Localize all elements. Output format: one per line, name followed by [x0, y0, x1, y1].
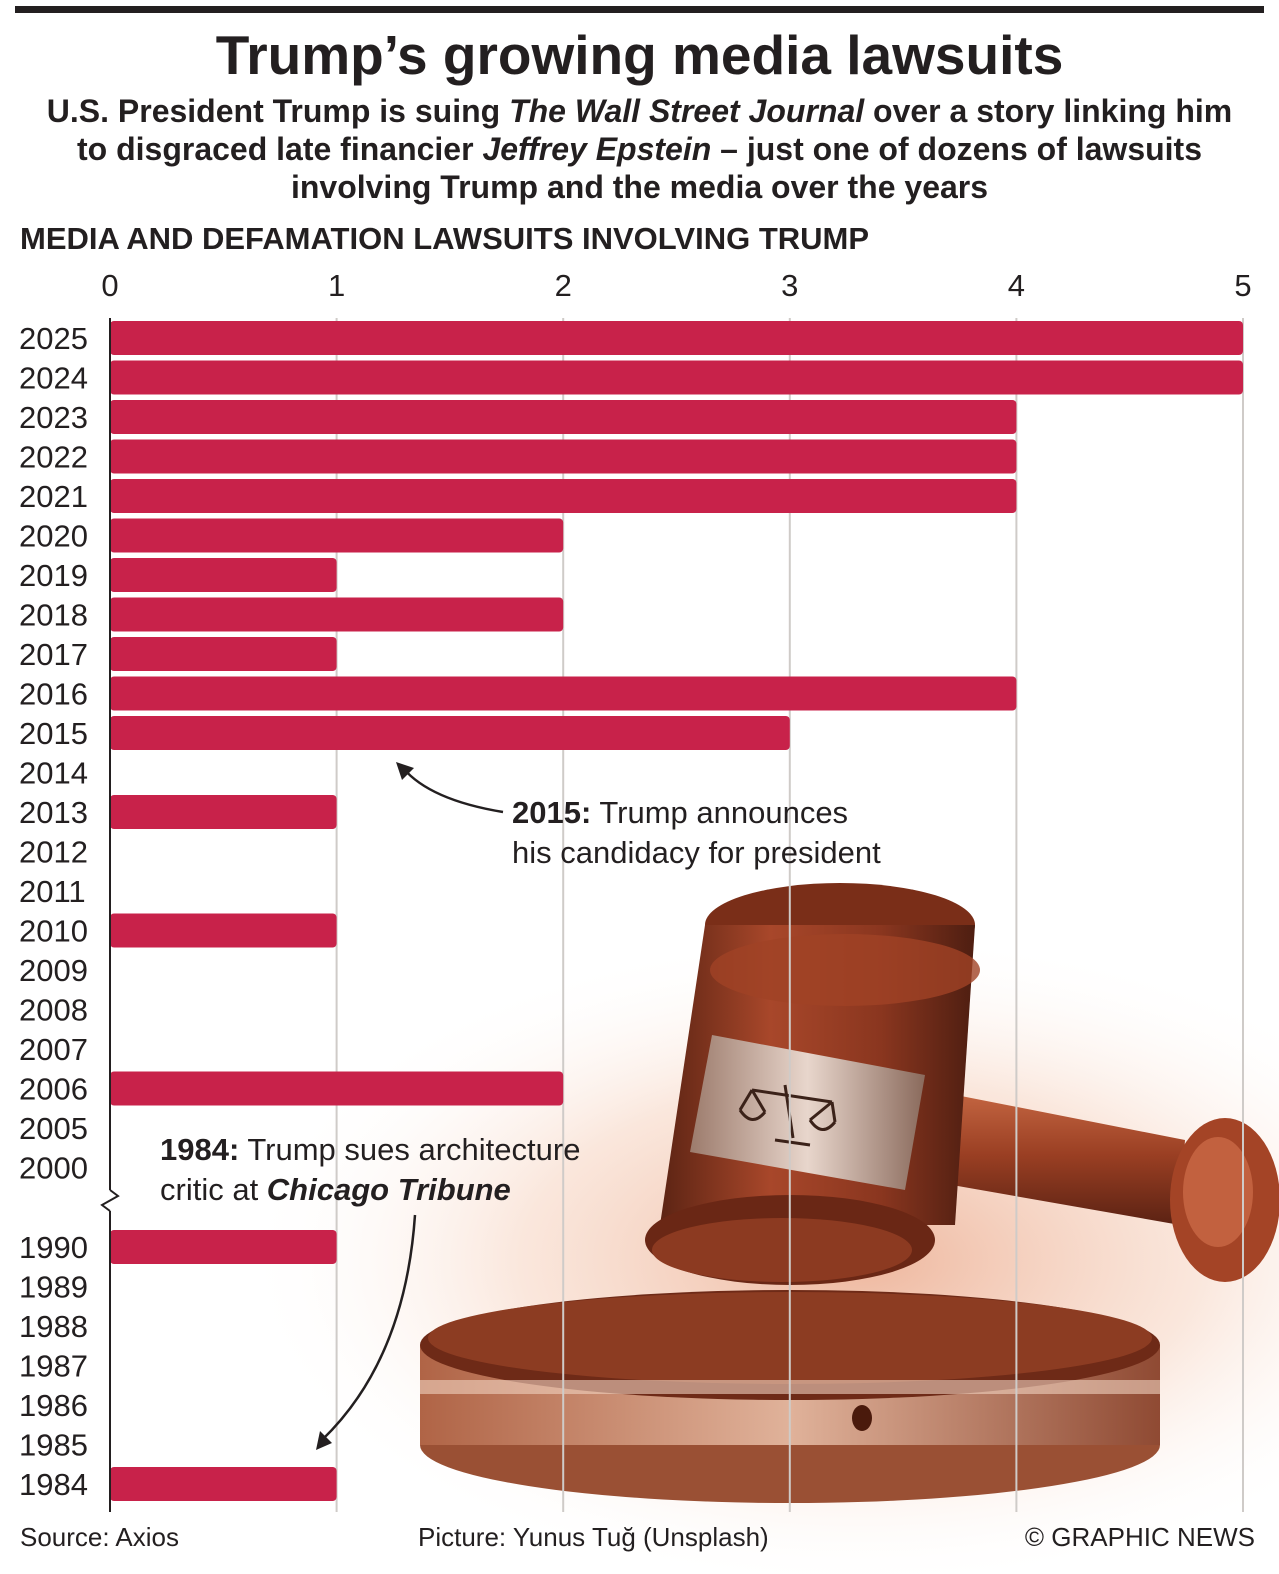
bar-2025	[110, 321, 1243, 355]
y-tick-label: 2011	[19, 874, 86, 909]
annotation-1984: 1984: Trump sues architecture critic at …	[160, 1132, 580, 1450]
bar-2020	[110, 518, 564, 553]
subtitle-text-1: U.S. President Trump is suing	[46, 93, 510, 129]
annotation-2015-line2: his candidacy for president	[512, 835, 881, 870]
bars	[110, 321, 1243, 1501]
y-tick-label: 2010	[19, 914, 88, 949]
y-tick-label: 2008	[19, 993, 88, 1028]
y-tick-label: 2009	[19, 953, 88, 988]
x-tick-label: 2	[555, 268, 572, 303]
x-tick-label: 5	[1234, 268, 1251, 303]
y-tick-label: 1984	[19, 1467, 88, 1502]
bar-2006	[110, 1071, 564, 1106]
bar-1984	[110, 1467, 337, 1501]
bar-2017	[110, 637, 337, 671]
bar-2013	[110, 795, 337, 829]
source-note: Source: Axios	[20, 1522, 179, 1552]
y-tick-label: 2020	[19, 519, 88, 554]
y-tick-label: 2023	[19, 400, 88, 435]
y-tick-label: 2012	[19, 835, 88, 870]
y-tick-label: 1986	[19, 1388, 88, 1423]
gavel-illustration	[240, 883, 1279, 1574]
bar-2024	[110, 360, 1243, 395]
copyright-note: © GRAPHIC NEWS	[1024, 1522, 1255, 1552]
bar-2021	[110, 479, 1017, 513]
y-tick-label: 2022	[19, 440, 88, 475]
y-tick-label: 2013	[19, 795, 88, 830]
svg-text:2015: Trump announces: 2015: Trump announces	[512, 795, 848, 830]
y-tick-label: 2014	[19, 756, 88, 791]
bar-2010	[110, 913, 337, 948]
y-axis-line	[100, 318, 120, 1512]
y-tick-label: 2015	[19, 716, 88, 751]
x-axis-ticks: 0 1 2 3 4 5	[101, 268, 1251, 303]
x-tick-label: 3	[781, 268, 798, 303]
chart-heading: MEDIA AND DEFAMATION LAWSUITS INVOLVING …	[20, 221, 870, 256]
x-tick-label: 4	[1008, 268, 1025, 303]
bar-2022	[110, 439, 1017, 474]
y-tick-label: 2007	[19, 1032, 88, 1067]
bar-2018	[110, 597, 564, 632]
y-tick-label: 1987	[19, 1349, 88, 1384]
annotation-2015: 2015: Trump announces his candidacy for …	[396, 762, 881, 870]
y-tick-label: 2019	[19, 558, 88, 593]
bar-2019	[110, 558, 337, 592]
subtitle-text-3: – just one of dozens of lawsuits involvi…	[290, 131, 1202, 205]
bar-1990	[110, 1230, 337, 1264]
annotation-2015-line1: Trump announces	[591, 795, 848, 830]
y-tick-label: 2025	[19, 321, 88, 356]
bar-2023	[110, 400, 1017, 434]
y-tick-label: 1989	[19, 1270, 88, 1305]
top-rule	[15, 6, 1264, 13]
y-tick-label: 2017	[19, 637, 88, 672]
y-tick-label: 2016	[19, 677, 88, 712]
svg-text:1984: Trump sues architecture: 1984: Trump sues architecture	[160, 1132, 580, 1167]
grid-lines	[335, 318, 1244, 1512]
picture-credit: Picture: Yunus Tuğ (Unsplash)	[418, 1522, 769, 1552]
annotation-1984-line1: Trump sues architecture	[239, 1132, 580, 1167]
subtitle-wsj: The Wall Street Journal	[509, 93, 865, 129]
y-tick-label: 2006	[19, 1072, 88, 1107]
y-tick-label: 1990	[19, 1230, 88, 1265]
y-tick-label: 2005	[19, 1111, 88, 1146]
subtitle-text-2: over a story linking him to disgraced la…	[76, 93, 1233, 167]
annotation-1984-tribune: Chicago Tribune	[267, 1172, 511, 1207]
bar-2015	[110, 716, 790, 750]
x-tick-label: 1	[328, 268, 345, 303]
subtitle-epstein: Jeffrey Epstein	[482, 131, 712, 167]
y-axis-labels: 2025 2024 2023 2022 2021 2020 2019 2018 2017 2016…	[19, 321, 88, 1502]
y-tick-label: 2000	[19, 1151, 88, 1186]
bar-2016	[110, 676, 1017, 711]
y-tick-label: 2024	[19, 361, 88, 396]
annotation-1984-year: 1984:	[160, 1132, 239, 1167]
page-subtitle: U.S. President Trump is suing The Wall S…	[40, 92, 1239, 206]
page-title: Trump’s growing media lawsuits	[215, 24, 1064, 86]
y-tick-label: 2021	[19, 479, 88, 514]
x-tick-label: 0	[101, 268, 118, 303]
svg-text:critic at Chicago Tribune: critic at Chicago Tribune	[160, 1172, 511, 1207]
y-tick-label: 1985	[19, 1428, 88, 1463]
annotation-1984-prefix: critic at	[160, 1172, 267, 1207]
y-tick-label: 2018	[19, 598, 88, 633]
y-tick-label: 1988	[19, 1309, 88, 1344]
annotation-2015-year: 2015:	[512, 795, 591, 830]
